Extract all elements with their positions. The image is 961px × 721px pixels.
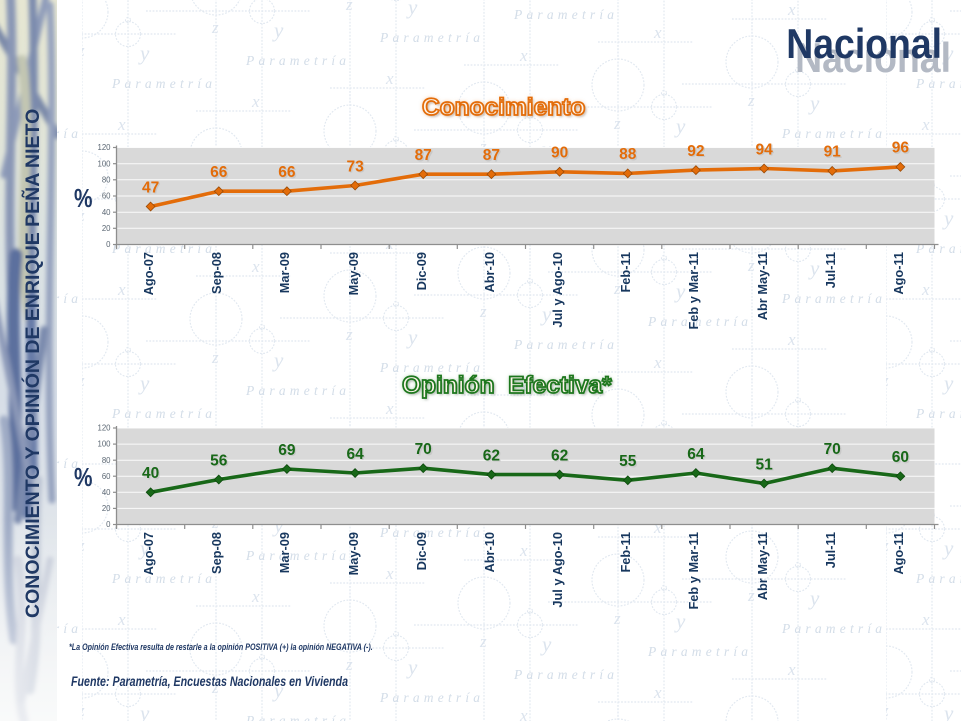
svg-text:70: 70 — [415, 441, 432, 458]
svg-text:87: 87 — [483, 147, 500, 164]
svg-text:69: 69 — [278, 442, 296, 459]
svg-text:62: 62 — [483, 447, 500, 464]
svg-text:92: 92 — [687, 143, 704, 160]
svg-text:62: 62 — [484, 449, 501, 466]
svg-text:64: 64 — [689, 447, 707, 464]
svg-text:90: 90 — [552, 146, 569, 163]
svg-text:80: 80 — [102, 456, 111, 465]
svg-text:62: 62 — [551, 447, 568, 464]
svg-text:66: 66 — [280, 165, 298, 182]
svg-text:0: 0 — [106, 240, 111, 249]
svg-text:40: 40 — [102, 488, 111, 497]
svg-text:56: 56 — [210, 452, 228, 469]
svg-text:92: 92 — [689, 144, 706, 161]
svg-text:91: 91 — [824, 144, 842, 161]
svg-text:60: 60 — [893, 450, 910, 467]
svg-text:47: 47 — [142, 179, 159, 196]
svg-text:66: 66 — [278, 164, 296, 181]
svg-text:60: 60 — [102, 192, 111, 201]
svg-text:96: 96 — [893, 141, 911, 158]
svg-text:91: 91 — [825, 145, 843, 162]
svg-text:66: 66 — [211, 165, 229, 182]
svg-text:100: 100 — [97, 159, 111, 168]
svg-text:40: 40 — [142, 465, 159, 482]
svg-text:20: 20 — [102, 224, 111, 233]
svg-text:73: 73 — [348, 160, 366, 177]
svg-text:0: 0 — [106, 520, 111, 529]
svg-text:90: 90 — [551, 145, 568, 162]
svg-text:40: 40 — [143, 466, 160, 483]
svg-text:62: 62 — [552, 449, 569, 466]
svg-text:70: 70 — [416, 442, 433, 459]
svg-text:56: 56 — [211, 454, 229, 471]
svg-text:64: 64 — [348, 447, 366, 464]
svg-text:96: 96 — [892, 140, 910, 157]
svg-text:120: 120 — [97, 424, 111, 433]
svg-text:55: 55 — [620, 454, 638, 471]
svg-text:80: 80 — [102, 175, 111, 184]
svg-text:55: 55 — [619, 453, 637, 470]
svg-text:88: 88 — [620, 148, 638, 165]
svg-text:94: 94 — [757, 143, 775, 160]
svg-text:40: 40 — [102, 208, 111, 217]
svg-text:60: 60 — [892, 449, 909, 466]
svg-text:64: 64 — [346, 446, 364, 463]
svg-text:100: 100 — [97, 440, 111, 449]
svg-text:70: 70 — [825, 442, 842, 459]
svg-text:120: 120 — [97, 143, 111, 152]
svg-text:20: 20 — [102, 504, 111, 513]
svg-text:69: 69 — [280, 443, 298, 460]
svg-text:87: 87 — [416, 148, 433, 165]
svg-text:60: 60 — [102, 472, 111, 481]
svg-text:51: 51 — [755, 456, 773, 473]
svg-text:87: 87 — [415, 147, 432, 164]
svg-text:47: 47 — [143, 181, 160, 198]
svg-text:73: 73 — [346, 158, 364, 175]
svg-text:66: 66 — [210, 164, 228, 181]
svg-text:87: 87 — [484, 148, 501, 165]
svg-text:88: 88 — [619, 146, 637, 163]
svg-text:64: 64 — [687, 446, 705, 463]
svg-text:94: 94 — [755, 141, 773, 158]
svg-text:70: 70 — [824, 441, 841, 458]
svg-text:51: 51 — [757, 458, 775, 475]
